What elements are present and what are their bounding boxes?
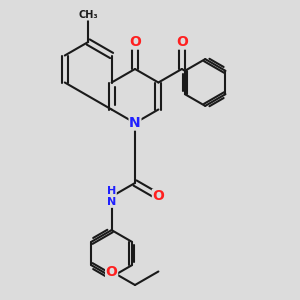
- Text: O: O: [106, 265, 118, 278]
- Text: N: N: [129, 116, 141, 130]
- Text: O: O: [129, 35, 141, 49]
- Text: O: O: [176, 35, 188, 49]
- Text: CH₃: CH₃: [78, 10, 98, 20]
- Text: H
N: H N: [107, 186, 116, 207]
- Text: O: O: [152, 190, 164, 203]
